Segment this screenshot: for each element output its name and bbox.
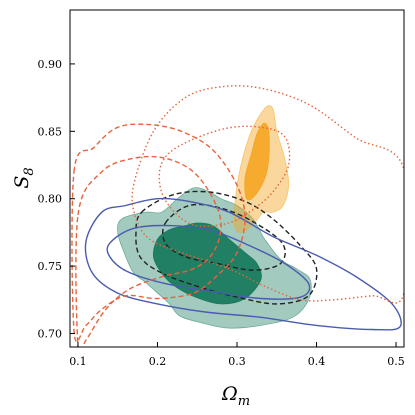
y-axis-label: S8 xyxy=(11,167,37,188)
y-tick-label: 0.85 xyxy=(38,125,63,138)
y-axis-label-subscript: 8 xyxy=(22,167,37,175)
y-tick-label: 0.90 xyxy=(38,58,63,71)
black-dashed-contour-outer xyxy=(135,190,318,305)
x-tick-label: 0.5 xyxy=(387,355,405,368)
x-axis: 0.1 0.2 0.3 0.4 0.5 xyxy=(69,342,405,368)
y-tick-label: 0.75 xyxy=(38,260,63,273)
red-dashed-contour-outer xyxy=(71,123,246,342)
x-tick-label: 0.2 xyxy=(149,355,167,368)
red-dashed-contour-inner xyxy=(75,155,222,347)
blue-solid-contour-outer xyxy=(84,197,402,331)
x-axis-label-subscript: m xyxy=(238,394,250,409)
blue-solid-contour-inner xyxy=(106,224,311,300)
y-tick-label: 0.80 xyxy=(38,193,63,206)
x-tick-label: 0.4 xyxy=(308,355,326,368)
x-axis-label: Ωm xyxy=(221,383,250,409)
orange-filled-contour-inner xyxy=(244,122,270,201)
x-tick-label: 0.1 xyxy=(69,355,87,368)
y-tick-label: 0.70 xyxy=(38,328,63,341)
x-tick-label: 0.3 xyxy=(228,355,246,368)
contour-layer xyxy=(71,85,404,347)
y-axis: 0.70 0.75 0.80 0.85 0.90 xyxy=(38,58,75,341)
